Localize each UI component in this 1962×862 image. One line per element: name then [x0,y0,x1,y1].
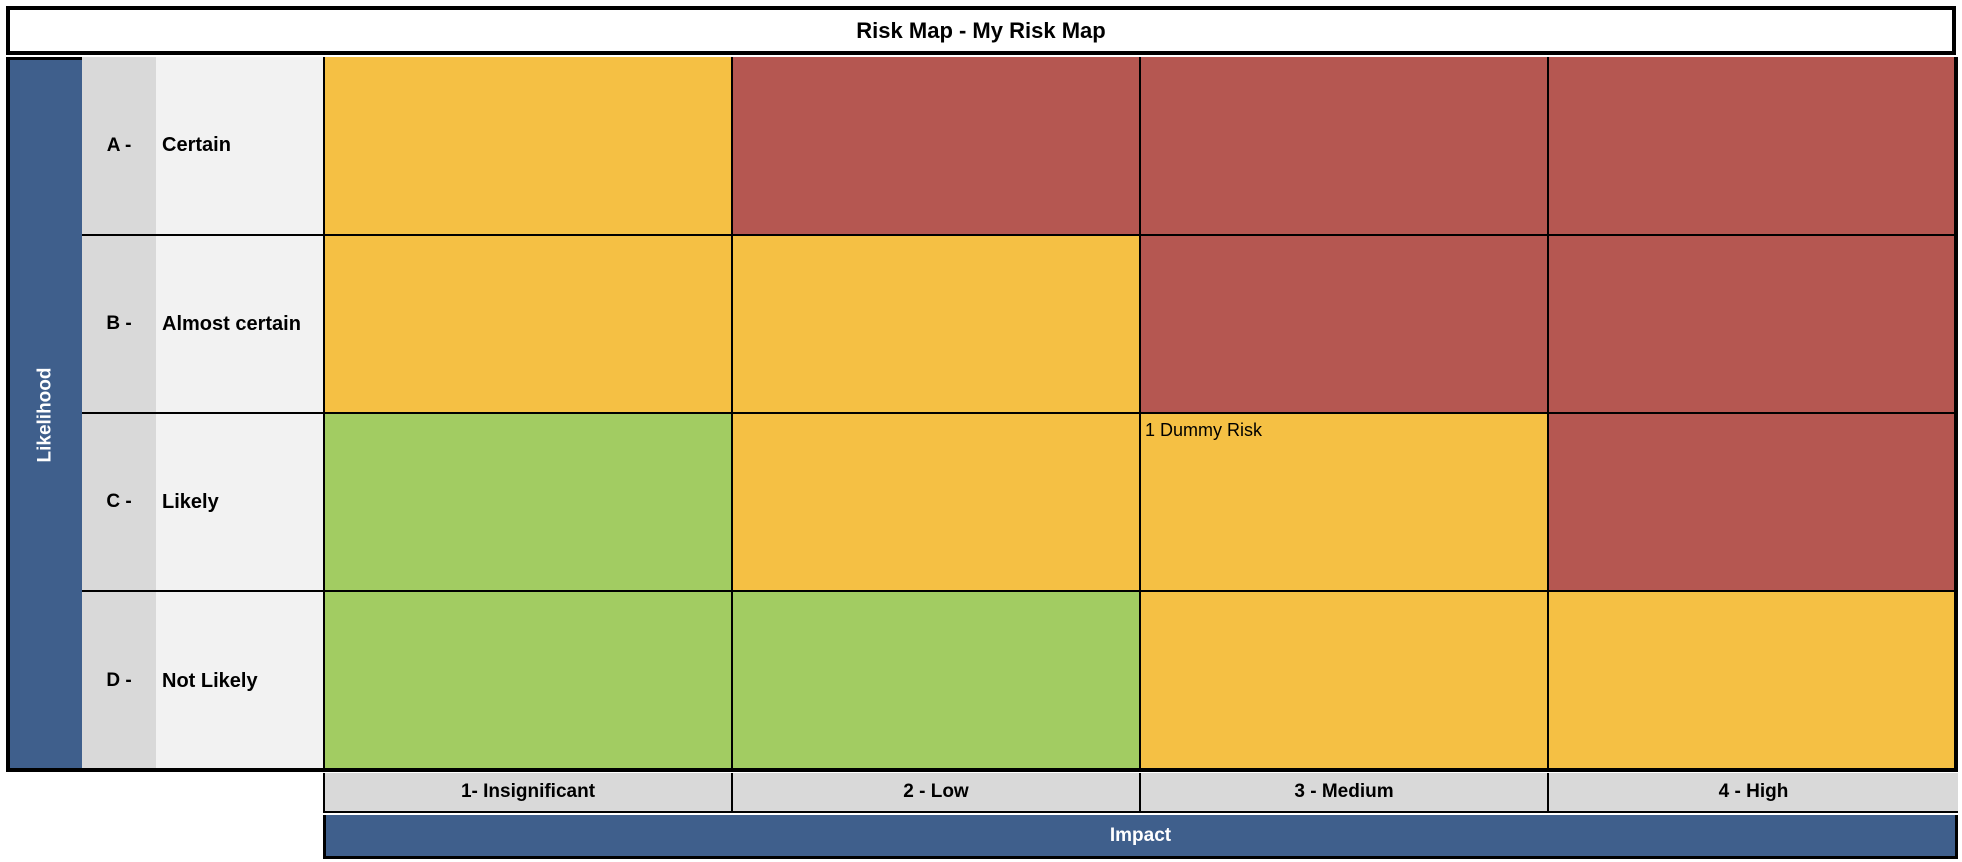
risk-cell-low[interactable] [323,414,731,592]
likelihood-row-label: A - Certain [82,57,325,236]
risk-cell-medium[interactable] [731,236,1139,414]
impact-level-label: 4 - High [1547,773,1958,813]
risk-cell-high[interactable] [1547,414,1958,592]
risk-cell-high[interactable] [1547,236,1958,414]
risk-cell-medium[interactable]: 1 Dummy Risk [1139,414,1547,592]
risk-map-title: Risk Map - My Risk Map [6,6,1956,55]
risk-cell-medium[interactable] [1547,592,1958,772]
likelihood-code: C - [82,414,156,590]
likelihood-label: Almost certain [156,236,325,412]
risk-cell-high[interactable] [1139,236,1547,414]
likelihood-row-label: D - Not Likely [82,592,325,772]
impact-level-label: 2 - Low [731,773,1139,813]
likelihood-code: A - [82,57,156,234]
likelihood-label: Likely [156,414,325,590]
likelihood-axis-label: Likelihood [34,367,56,462]
likelihood-row-label: B - Almost certain [82,236,325,414]
risk-cell-medium[interactable] [323,57,731,236]
risk-cell-high[interactable] [1139,57,1547,236]
likelihood-axis: Likelihood [6,57,82,772]
impact-level-label: 1- Insignificant [323,773,731,813]
risk-cell-medium[interactable] [731,414,1139,592]
impact-level-label: 3 - Medium [1139,773,1547,813]
impact-axis: Impact [323,815,1958,859]
risk-cell-high[interactable] [1547,57,1958,236]
likelihood-code: B - [82,236,156,412]
risk-cell-medium[interactable] [323,236,731,414]
likelihood-label: Not Likely [156,592,325,770]
likelihood-label: Certain [156,57,325,234]
likelihood-row-label: C - Likely [82,414,325,592]
risk-cell-low[interactable] [731,592,1139,772]
risk-cell-high[interactable] [731,57,1139,236]
risk-cell-medium[interactable] [1139,592,1547,772]
risk-cell-low[interactable] [323,592,731,772]
likelihood-code: D - [82,592,156,770]
